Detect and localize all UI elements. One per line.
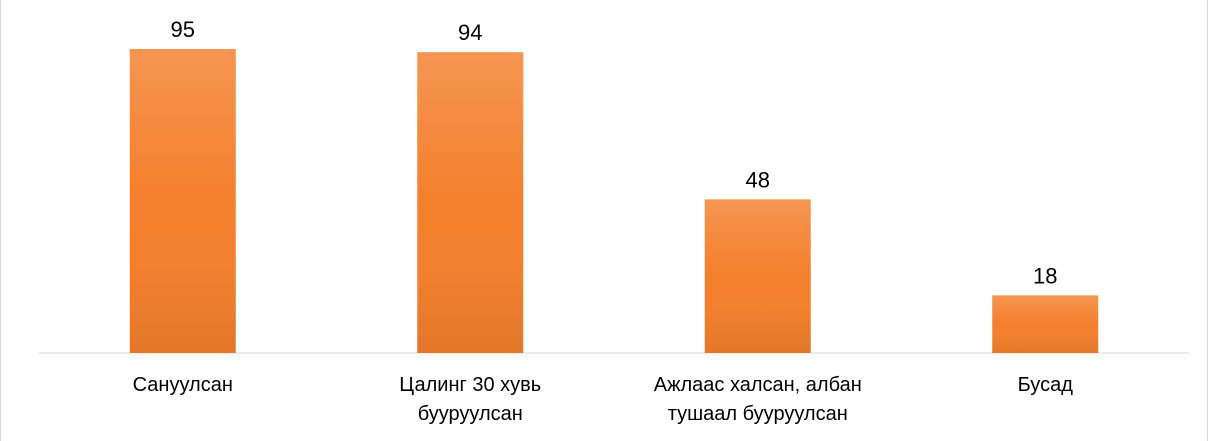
value-label: 48	[746, 167, 770, 192]
bar-shade	[417, 52, 524, 353]
x-tick-label: Сануулсан	[132, 374, 233, 396]
value-label: 95	[171, 17, 195, 42]
bar-shade	[992, 295, 1099, 353]
x-tick-label: Цалинг 30 хувь бууруулсан	[399, 374, 542, 425]
x-tick-label: Ажлаас халсан, албан тушаал бууруулсан	[653, 374, 862, 425]
value-label: 18	[1033, 263, 1057, 288]
x-tick-label: Бусад	[1017, 374, 1073, 396]
bar-shade	[704, 199, 811, 353]
value-label: 94	[458, 20, 482, 45]
bar-shade	[129, 49, 236, 353]
